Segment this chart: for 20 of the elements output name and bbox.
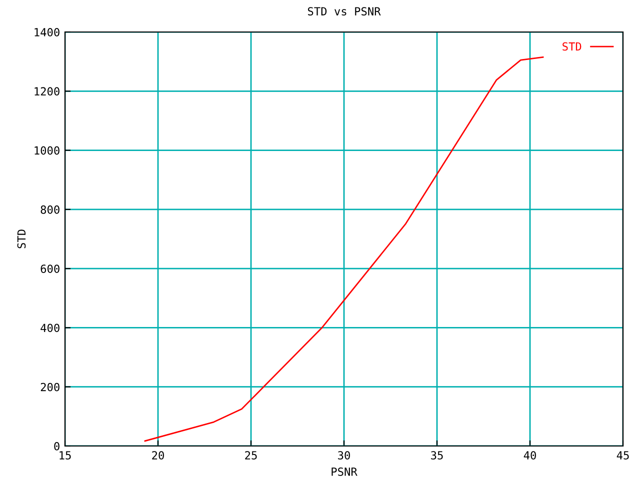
x-tick-label: 30 <box>338 451 350 460</box>
y-tick-label: 0 <box>54 442 60 450</box>
x-tick-label: 20 <box>152 451 164 460</box>
x-tick-label: 25 <box>245 451 257 460</box>
chart-title: STD vs PSNR <box>308 7 381 16</box>
y-tick-label: 1200 <box>34 87 60 96</box>
line-series <box>144 56 544 442</box>
y-tick-label: 400 <box>40 324 60 332</box>
x-tick-label: 15 <box>60 451 71 460</box>
y-tick-label: 600 <box>40 264 60 273</box>
x-tick-label: 40 <box>524 451 536 460</box>
y-tick-label: 1400 <box>34 28 60 36</box>
legend-label: STD <box>562 42 582 51</box>
y-tick-label: 800 <box>40 205 60 214</box>
y-tick-label: 200 <box>40 382 60 392</box>
x-tick-label: 45 <box>616 451 629 460</box>
x-axis-title: PSNR <box>332 467 358 476</box>
y-tick-label: 1000 <box>34 146 60 155</box>
x-tick-label: 35 <box>431 451 443 460</box>
y-axis-title: STD <box>17 230 26 248</box>
